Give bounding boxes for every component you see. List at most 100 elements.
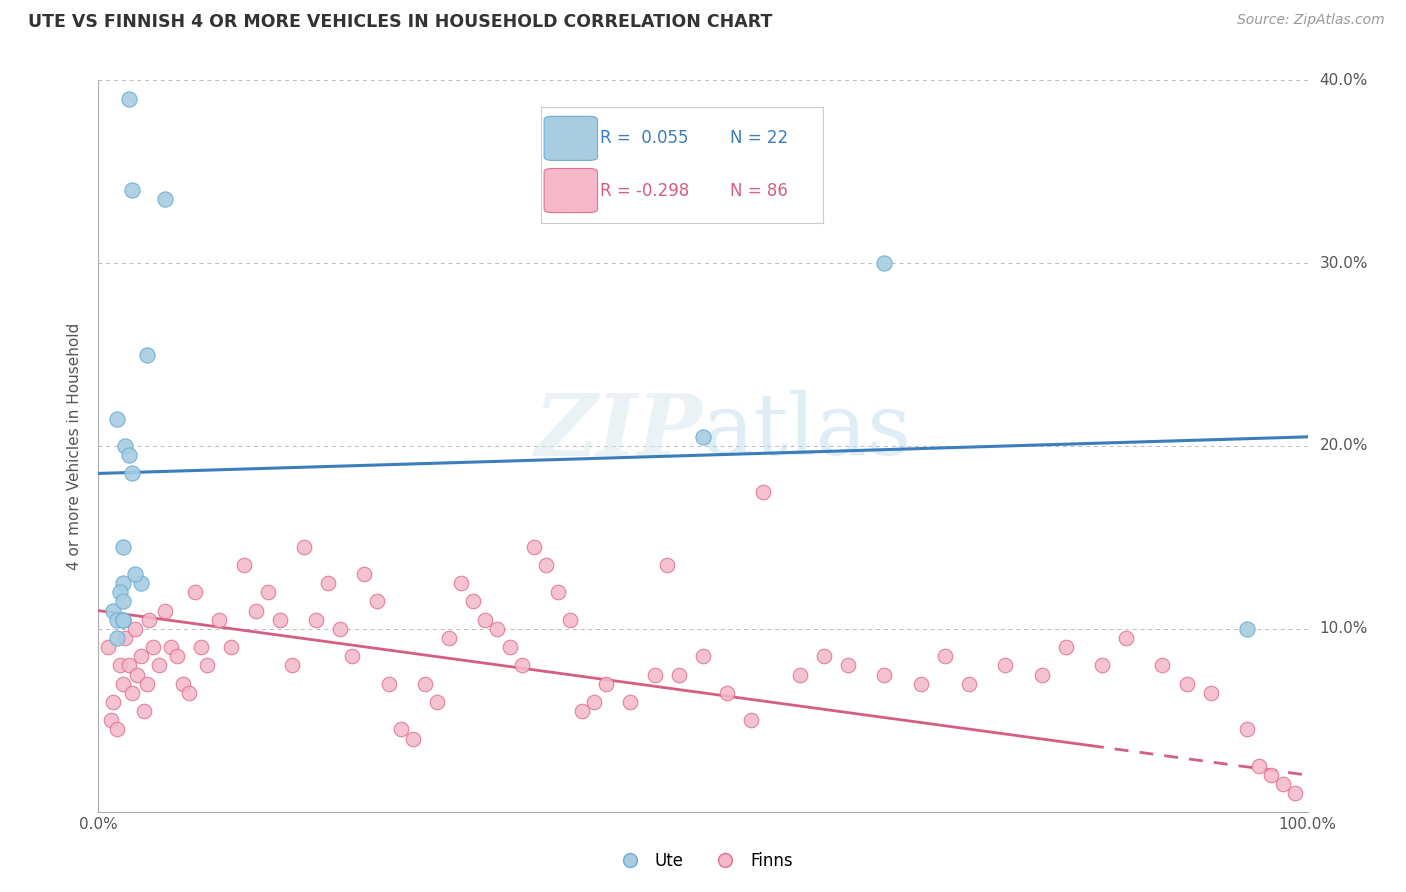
Point: [1115, 631, 1137, 645]
Point: [153, 192, 176, 206]
Point: [129, 649, 152, 664]
Point: [1175, 676, 1198, 690]
Point: [789, 667, 811, 681]
Point: [101, 603, 124, 617]
Point: [190, 640, 212, 655]
Point: [111, 613, 134, 627]
Point: [437, 631, 460, 645]
Point: [1091, 658, 1114, 673]
Point: [342, 649, 364, 664]
Point: [124, 622, 146, 636]
Point: [105, 613, 128, 627]
Point: [114, 439, 136, 453]
Point: [692, 430, 714, 444]
Y-axis label: 4 or more Vehicles in Household: 4 or more Vehicles in Household: [67, 322, 83, 570]
Point: [934, 649, 956, 664]
Point: [118, 92, 141, 106]
Point: [498, 640, 520, 655]
Point: [316, 576, 339, 591]
Point: [134, 704, 156, 718]
Point: [813, 649, 835, 664]
Point: [127, 667, 149, 681]
Point: [129, 576, 152, 591]
Point: [142, 640, 165, 655]
Point: [221, 640, 243, 655]
Point: [245, 603, 267, 617]
Point: [111, 594, 134, 608]
Text: 20.0%: 20.0%: [1320, 439, 1368, 453]
Point: [1236, 622, 1258, 636]
Point: [179, 686, 201, 700]
Point: [655, 558, 678, 572]
Point: [377, 676, 399, 690]
Point: [486, 622, 509, 636]
Text: N = 22: N = 22: [730, 129, 787, 147]
Point: [305, 613, 328, 627]
Point: [837, 658, 859, 673]
Point: [668, 667, 690, 681]
Point: [740, 714, 762, 728]
Point: [1054, 640, 1077, 655]
Point: [450, 576, 472, 591]
Point: [716, 686, 738, 700]
Point: [692, 649, 714, 664]
Point: [160, 640, 183, 655]
Point: [166, 649, 188, 664]
Point: [121, 183, 143, 197]
Point: [571, 704, 593, 718]
Point: [184, 585, 207, 599]
Point: [329, 622, 352, 636]
Point: [195, 658, 218, 673]
Legend: Ute, Finns: Ute, Finns: [606, 846, 800, 877]
Point: [1272, 777, 1295, 791]
Point: [353, 567, 375, 582]
Point: [256, 585, 278, 599]
Point: [105, 411, 128, 425]
Point: [1284, 787, 1306, 801]
Point: [105, 631, 128, 645]
Point: [583, 695, 606, 709]
Text: N = 86: N = 86: [730, 182, 787, 200]
Point: [281, 658, 304, 673]
Point: [1152, 658, 1174, 673]
Point: [402, 731, 425, 746]
Point: [124, 567, 146, 582]
Point: [1199, 686, 1222, 700]
Point: [172, 676, 194, 690]
Point: [873, 667, 896, 681]
Point: [111, 576, 134, 591]
Text: Source: ZipAtlas.com: Source: ZipAtlas.com: [1237, 13, 1385, 28]
Point: [1236, 723, 1258, 737]
FancyBboxPatch shape: [544, 169, 598, 212]
Point: [547, 585, 569, 599]
Text: R =  0.055: R = 0.055: [600, 129, 689, 147]
Point: [957, 676, 980, 690]
Point: [534, 558, 557, 572]
Point: [595, 676, 617, 690]
Text: 40.0%: 40.0%: [1320, 73, 1368, 87]
Point: [474, 613, 496, 627]
Point: [121, 686, 143, 700]
Point: [413, 676, 436, 690]
Point: [111, 540, 134, 554]
Text: UTE VS FINNISH 4 OR MORE VEHICLES IN HOUSEHOLD CORRELATION CHART: UTE VS FINNISH 4 OR MORE VEHICLES IN HOU…: [28, 13, 772, 31]
Point: [752, 484, 775, 499]
Point: [232, 558, 254, 572]
FancyBboxPatch shape: [544, 116, 598, 161]
Point: [558, 613, 581, 627]
Point: [101, 695, 124, 709]
Point: [135, 676, 157, 690]
Point: [108, 585, 131, 599]
Point: [153, 603, 176, 617]
Point: [269, 613, 291, 627]
Point: [510, 658, 533, 673]
Point: [873, 256, 896, 270]
Point: [292, 540, 315, 554]
Point: [108, 658, 131, 673]
Point: [463, 594, 485, 608]
Point: [97, 640, 120, 655]
Point: [111, 613, 134, 627]
Point: [105, 723, 128, 737]
Point: [114, 631, 136, 645]
Text: R = -0.298: R = -0.298: [600, 182, 689, 200]
